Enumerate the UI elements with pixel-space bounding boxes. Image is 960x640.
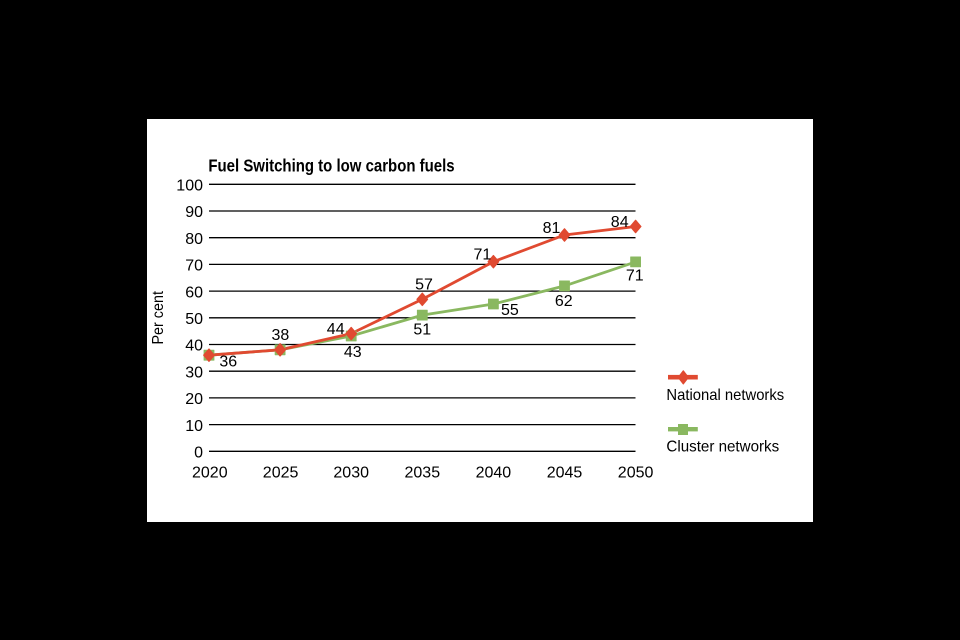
- svg-text:Cluster networks: Cluster networks: [666, 439, 779, 456]
- svg-text:38: 38: [272, 327, 290, 344]
- svg-text:40: 40: [185, 338, 203, 355]
- svg-text:36: 36: [219, 354, 237, 371]
- svg-text:National networks: National networks: [666, 387, 784, 404]
- svg-text:100: 100: [176, 178, 203, 195]
- svg-text:60: 60: [185, 284, 203, 301]
- svg-text:70: 70: [185, 258, 203, 275]
- svg-text:Fuel Switching to low carbon f: Fuel Switching to low carbon fuels: [208, 156, 454, 176]
- svg-text:62: 62: [555, 293, 573, 310]
- svg-text:2025: 2025: [263, 465, 299, 482]
- svg-text:2050: 2050: [618, 465, 654, 482]
- svg-text:43: 43: [344, 344, 362, 361]
- svg-text:80: 80: [185, 231, 203, 248]
- svg-text:2040: 2040: [476, 465, 512, 482]
- svg-text:84: 84: [611, 214, 629, 231]
- svg-text:44: 44: [327, 321, 345, 338]
- svg-text:30: 30: [185, 364, 203, 381]
- svg-text:50: 50: [185, 311, 203, 328]
- svg-text:2020: 2020: [192, 465, 228, 482]
- svg-text:55: 55: [501, 302, 519, 319]
- svg-text:81: 81: [543, 220, 561, 237]
- svg-text:71: 71: [626, 268, 644, 285]
- svg-text:2030: 2030: [333, 465, 369, 482]
- svg-text:2045: 2045: [547, 465, 583, 482]
- svg-text:10: 10: [185, 418, 203, 435]
- svg-text:90: 90: [185, 204, 203, 221]
- svg-text:51: 51: [413, 321, 431, 338]
- svg-text:57: 57: [415, 277, 433, 294]
- svg-text:20: 20: [185, 391, 203, 408]
- svg-text:0: 0: [194, 445, 203, 462]
- svg-text:2035: 2035: [405, 465, 441, 482]
- svg-text:71: 71: [474, 247, 492, 264]
- svg-text:Per cent: Per cent: [150, 291, 167, 345]
